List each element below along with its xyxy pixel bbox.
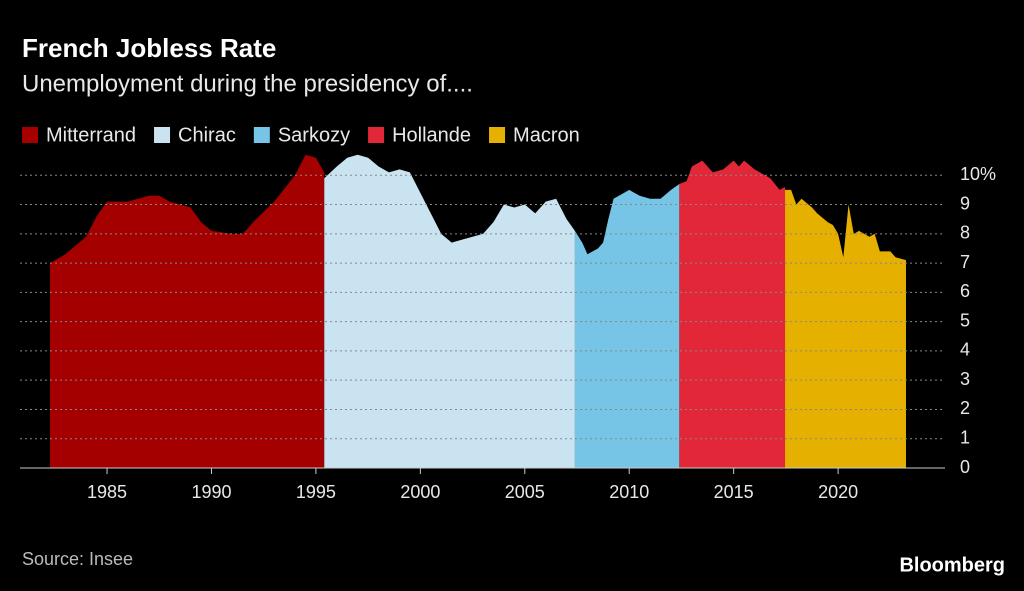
y-tick-label: 3 bbox=[960, 369, 970, 389]
y-tick-label: 0 bbox=[960, 457, 970, 477]
legend-swatch bbox=[489, 127, 506, 143]
x-tick-label: 2020 bbox=[818, 482, 858, 502]
source: Source: Insee bbox=[22, 549, 133, 569]
y-tick-label: 8 bbox=[960, 223, 970, 243]
chart-subtitle: Unemployment during the presidency of...… bbox=[22, 70, 473, 97]
y-tick-label: 5 bbox=[960, 310, 970, 330]
y-tick-label: 2 bbox=[960, 398, 970, 418]
x-tick-label: 1990 bbox=[191, 482, 231, 502]
area bbox=[679, 160, 786, 469]
y-tick-label: 7 bbox=[960, 252, 970, 272]
legend-label: Hollande bbox=[392, 124, 471, 146]
legend-label: Chirac bbox=[178, 124, 236, 146]
x-tick-label: 2005 bbox=[505, 482, 545, 502]
area bbox=[324, 154, 575, 469]
x-tick-label: 2010 bbox=[609, 482, 649, 502]
legend-swatch bbox=[368, 127, 385, 143]
legend-swatch bbox=[253, 127, 270, 143]
x-tick-label: 1985 bbox=[87, 482, 127, 502]
brand: Bloomberg bbox=[899, 554, 1005, 576]
legend-label: Sarkozy bbox=[278, 124, 350, 146]
y-tick-label: 9 bbox=[960, 193, 970, 213]
legend-label: Macron bbox=[513, 124, 580, 146]
area bbox=[574, 184, 680, 468]
y-tick-label: 4 bbox=[960, 340, 970, 360]
area bbox=[50, 154, 325, 469]
y-tick-label: 1 bbox=[960, 427, 970, 447]
y-tick-label: 6 bbox=[960, 281, 970, 301]
area bbox=[785, 189, 906, 468]
legend-swatch bbox=[154, 127, 171, 143]
legend-label: Mitterrand bbox=[46, 124, 136, 146]
x-tick-label: 2015 bbox=[714, 482, 754, 502]
y-tick-label: 10% bbox=[960, 164, 996, 184]
legend-swatch bbox=[22, 127, 38, 143]
chart-title: French Jobless Rate bbox=[22, 33, 276, 63]
x-tick-label: 1995 bbox=[296, 482, 336, 502]
x-tick-label: 2000 bbox=[400, 482, 440, 502]
